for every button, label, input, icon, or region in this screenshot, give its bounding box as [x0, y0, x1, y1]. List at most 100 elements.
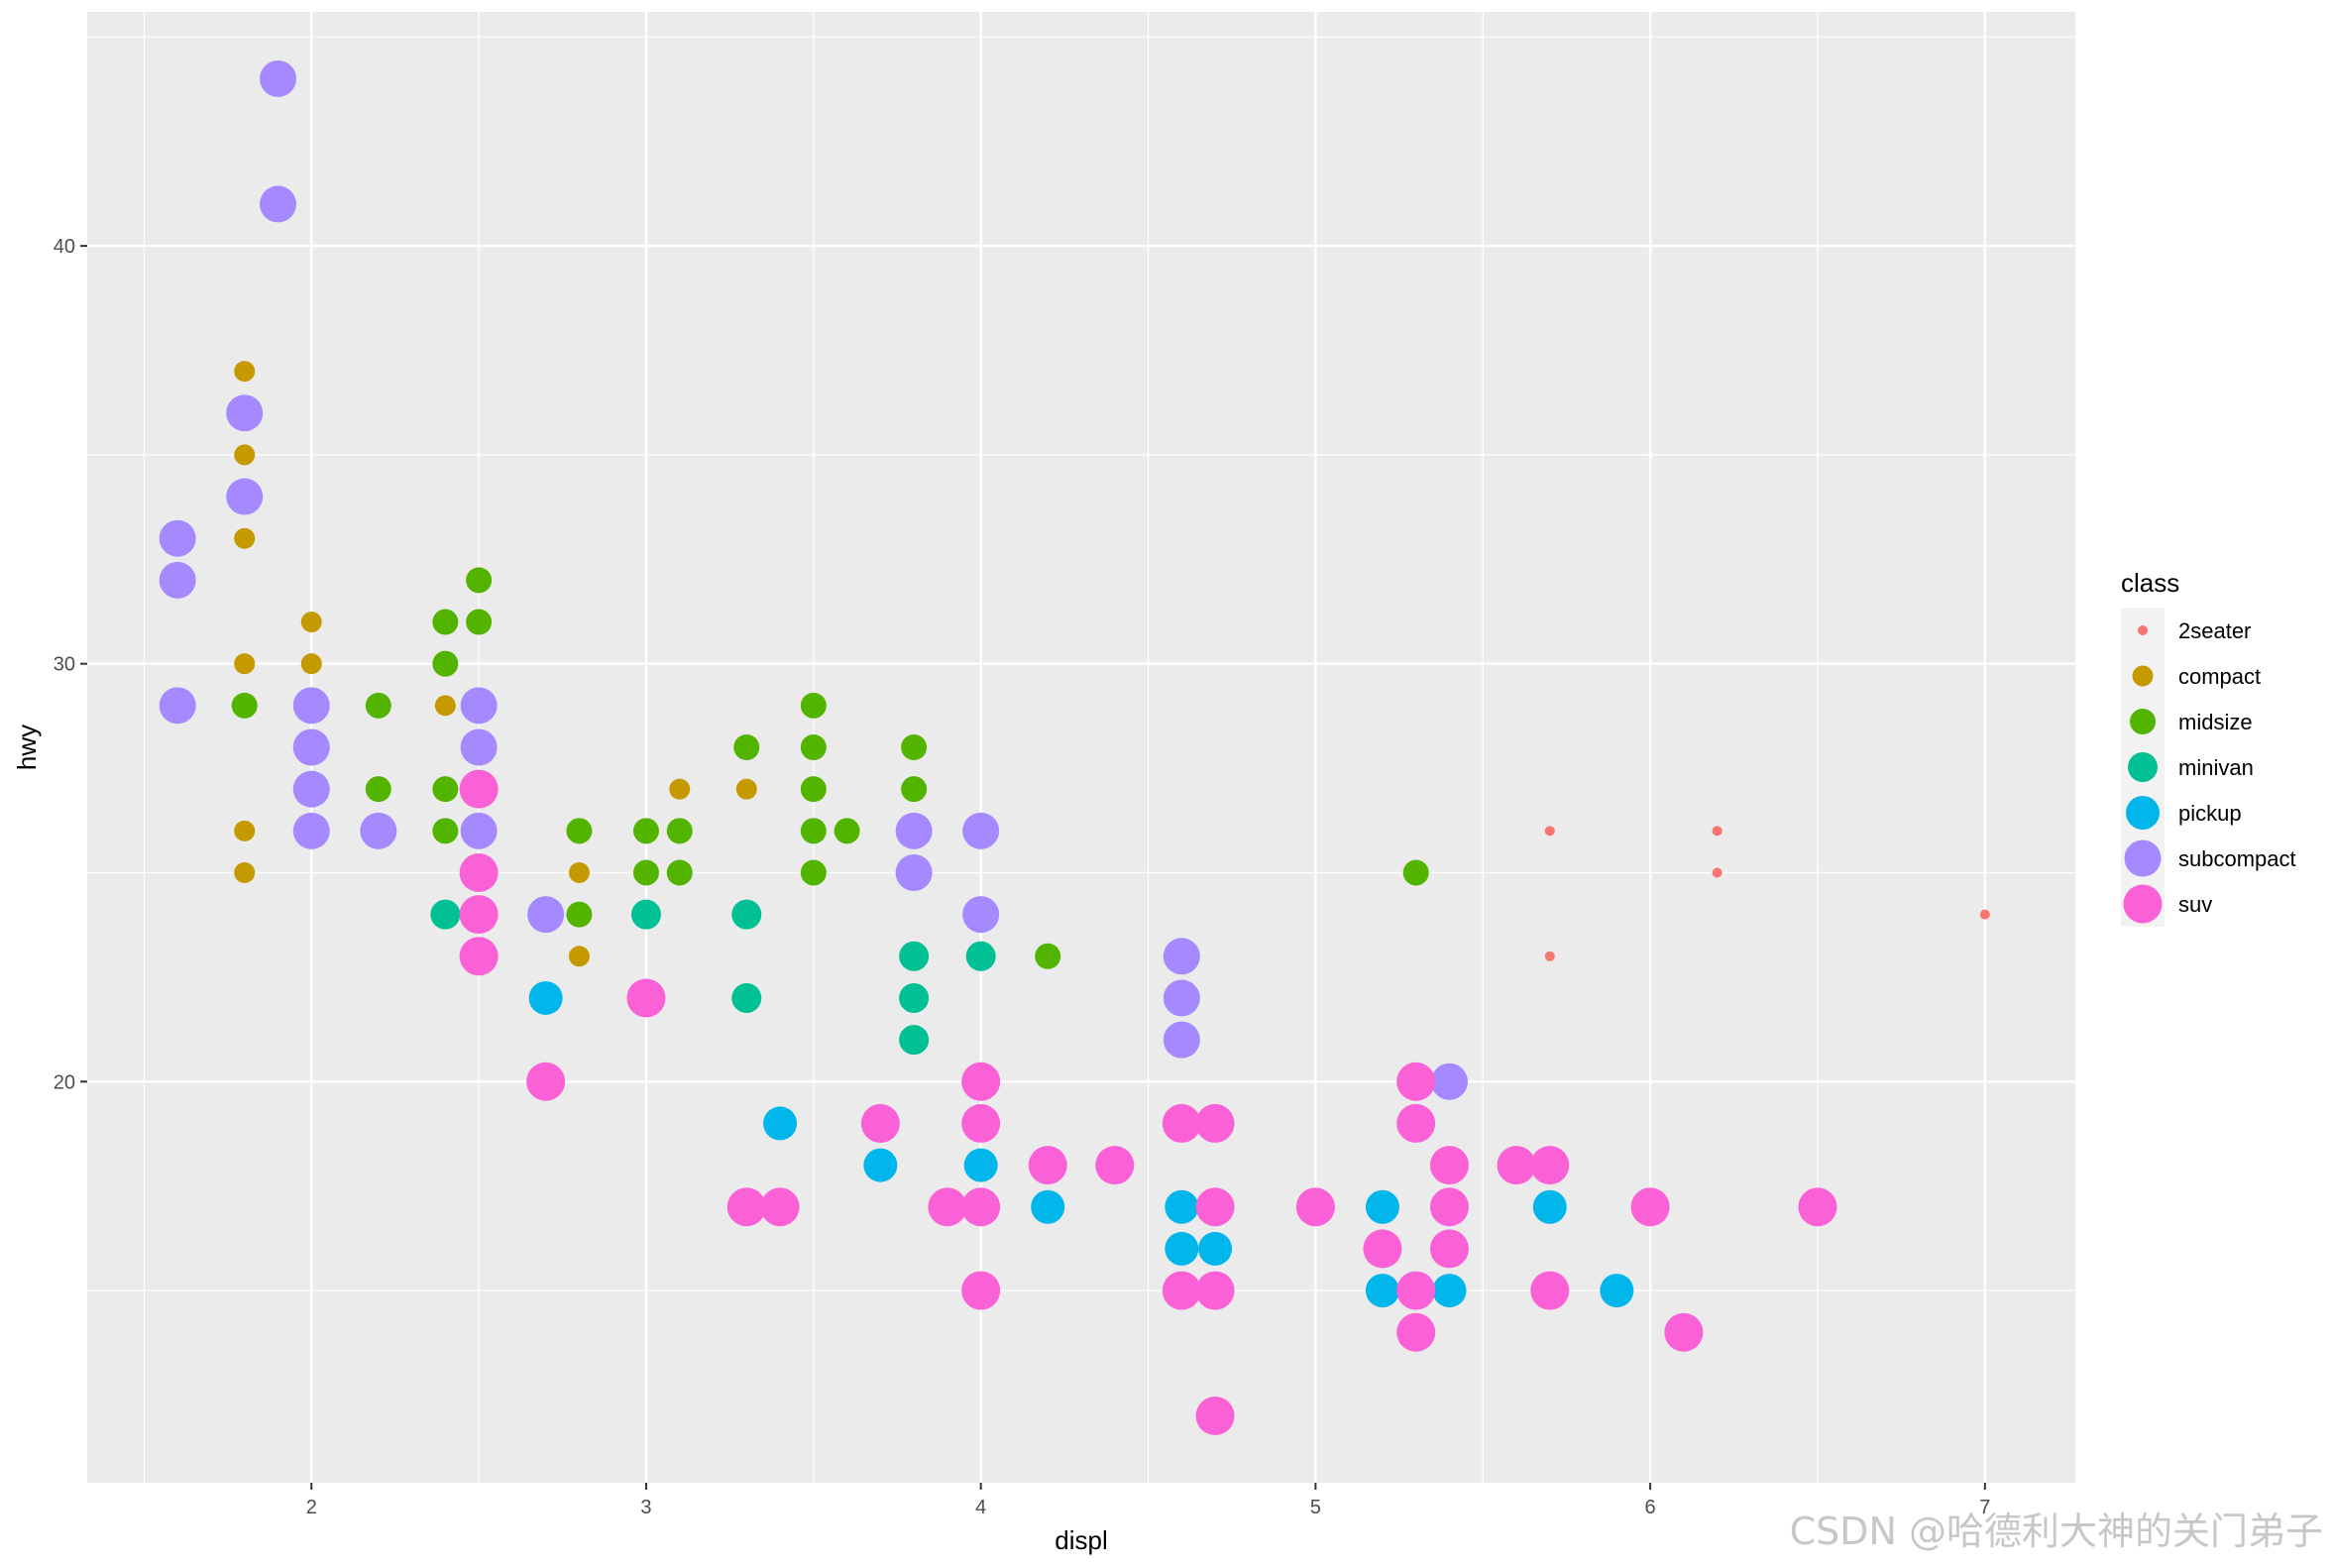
data-point-suv	[1798, 1187, 1837, 1227]
data-point-suv	[1363, 1229, 1402, 1269]
legend-swatch-pickup	[2126, 796, 2160, 830]
panel-background	[87, 12, 2075, 1483]
legend-label-suv: suv	[2178, 892, 2212, 917]
x-tick-label: 7	[1979, 1497, 1990, 1518]
data-point-subcompact	[895, 812, 933, 849]
data-point-suv	[928, 1187, 967, 1227]
data-point-suv	[1162, 1271, 1201, 1310]
data-point-midsize	[666, 818, 693, 844]
data-point-subcompact	[226, 478, 264, 515]
data-point-minivan	[899, 1025, 930, 1056]
data-point-midsize	[432, 818, 459, 844]
legend: class 2seater compact midsize minivan pickup…	[2121, 568, 2296, 927]
data-point-midsize	[632, 859, 659, 886]
data-point-midsize	[800, 859, 827, 886]
data-point-midsize	[833, 818, 860, 844]
data-point-2seater	[1712, 867, 1722, 878]
data-point-suv	[1195, 1187, 1235, 1227]
data-point-suv	[1396, 1312, 1436, 1352]
data-point-pickup	[1365, 1274, 1399, 1308]
x-tick-label: 4	[975, 1497, 986, 1518]
data-point-subcompact	[962, 812, 1000, 849]
data-point-midsize	[432, 609, 459, 635]
data-point-compact	[735, 778, 757, 800]
data-point-suv	[459, 895, 499, 935]
data-point-midsize	[1035, 943, 1061, 969]
data-point-suv	[1095, 1146, 1135, 1185]
data-point-suv	[459, 937, 499, 976]
data-point-subcompact	[460, 812, 498, 849]
data-point-suv	[961, 1187, 1001, 1227]
data-point-minivan	[899, 982, 930, 1013]
data-point-midsize	[566, 901, 593, 928]
data-point-subcompact	[1163, 938, 1200, 975]
data-point-subcompact	[292, 770, 330, 808]
data-point-subcompact	[259, 185, 296, 223]
legend-swatch-midsize	[2130, 709, 2156, 734]
major-gridlines	[87, 12, 2075, 1483]
x-axis-title: displ	[1055, 1525, 1107, 1555]
legend-swatch-suv	[2123, 884, 2163, 924]
data-point-midsize	[432, 650, 459, 677]
data-point-minivan	[965, 941, 996, 971]
data-points	[159, 59, 1990, 1436]
data-point-subcompact	[226, 394, 264, 432]
data-point-minivan	[430, 899, 461, 930]
data-point-midsize	[1402, 859, 1429, 886]
data-point-midsize	[466, 609, 493, 635]
data-point-suv	[1295, 1187, 1335, 1227]
data-point-suv	[526, 1062, 566, 1101]
data-point-subcompact	[460, 728, 498, 766]
minor-gridlines	[87, 12, 2075, 1483]
legend-label-pickup: pickup	[2178, 801, 2242, 826]
data-point-suv	[1195, 1397, 1235, 1436]
data-point-compact	[300, 612, 322, 633]
data-point-compact	[434, 695, 456, 717]
data-point-pickup	[528, 980, 563, 1015]
legend-swatch-subcompact	[2124, 840, 2162, 877]
data-point-subcompact	[292, 812, 330, 849]
data-point-midsize	[800, 734, 827, 760]
data-point-suv	[760, 1187, 800, 1227]
legend-title: class	[2121, 568, 2179, 598]
data-point-minivan	[899, 941, 930, 971]
data-point-compact	[568, 946, 590, 967]
data-point-suv	[1530, 1271, 1570, 1310]
data-point-midsize	[800, 776, 827, 803]
data-point-2seater	[1544, 826, 1555, 837]
data-point-suv	[1429, 1229, 1469, 1269]
x-tick-label: 5	[1310, 1497, 1321, 1518]
data-point-suv	[1195, 1103, 1235, 1143]
data-point-subcompact	[159, 561, 196, 599]
data-point-suv	[1630, 1187, 1670, 1227]
data-point-minivan	[630, 899, 661, 930]
data-point-suv	[1195, 1271, 1235, 1310]
x-tick-label: 6	[1645, 1497, 1656, 1518]
data-point-pickup	[963, 1148, 998, 1182]
x-axis: 2 3 4 5 6 7	[306, 1483, 1990, 1518]
data-point-midsize	[466, 567, 493, 594]
data-point-compact	[234, 820, 256, 841]
data-point-midsize	[666, 859, 693, 886]
x-tick-label: 2	[306, 1497, 317, 1518]
data-point-suv	[961, 1062, 1001, 1101]
data-point-pickup	[1031, 1189, 1065, 1224]
data-point-midsize	[733, 734, 760, 760]
y-tick-label: 30	[54, 654, 75, 676]
x-tick-label: 3	[640, 1497, 651, 1518]
data-point-midsize	[566, 818, 593, 844]
data-point-compact	[568, 861, 590, 883]
y-tick-label: 40	[54, 236, 75, 258]
y-axis-title: hwy	[12, 725, 42, 770]
data-point-subcompact	[460, 687, 498, 725]
legend-swatch-minivan	[2128, 752, 2158, 782]
data-point-suv	[1664, 1312, 1704, 1352]
data-point-subcompact	[1430, 1063, 1468, 1100]
data-point-pickup	[863, 1148, 898, 1182]
data-point-compact	[234, 361, 256, 383]
data-point-compact	[234, 861, 256, 883]
data-point-suv	[459, 769, 499, 809]
y-axis: 20 30 40	[54, 236, 87, 1093]
data-point-suv	[1028, 1146, 1067, 1185]
